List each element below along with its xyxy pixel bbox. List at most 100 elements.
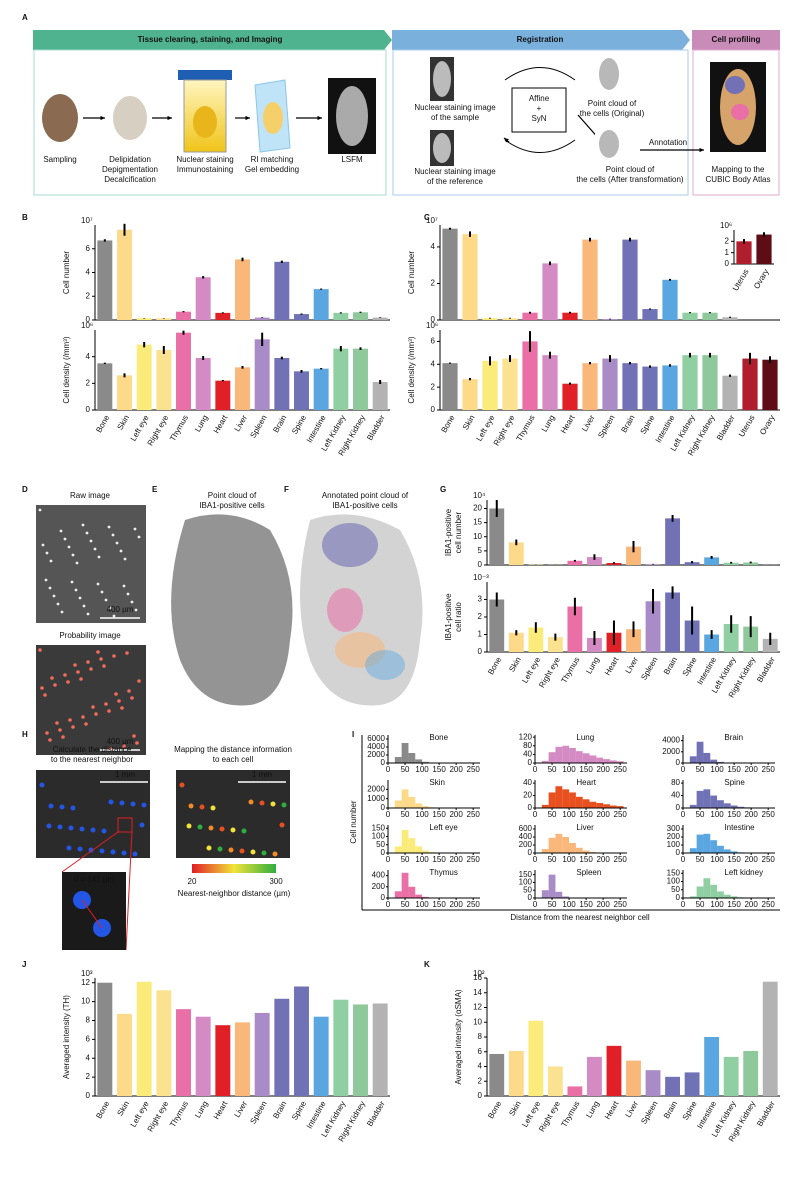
panel-letter: D [22, 485, 28, 494]
histogram-bar [541, 849, 549, 853]
bar [684, 1072, 700, 1096]
histogram-bar [730, 896, 738, 898]
histogram-title: Spine [724, 778, 745, 787]
bar [723, 1056, 739, 1096]
bar [522, 312, 538, 320]
bar [756, 234, 772, 264]
cell-spot [56, 602, 60, 606]
y-tick-label: 1000 [367, 794, 385, 803]
x-tick-label: Lung [540, 414, 557, 434]
y-tick-label: 80 [523, 741, 532, 750]
x-tick-label: Thymus [168, 1100, 190, 1129]
histogram-bar [689, 804, 697, 808]
arrow-head [245, 115, 250, 121]
cell-dot [241, 828, 247, 834]
x-tick-label: Bladder [755, 1099, 777, 1128]
y-tick-label: 100 [372, 832, 386, 841]
x-tick-label: Liver [233, 1099, 250, 1119]
x-tick-label: Brain [662, 656, 679, 677]
tube-cap [178, 70, 232, 80]
bar [704, 1037, 720, 1096]
cell-dot [206, 845, 212, 851]
y-tick-label: 0 [86, 1091, 91, 1100]
x-tick-label: Heart [212, 1099, 230, 1121]
histogram-bar [401, 829, 409, 853]
histogram-bar [603, 759, 610, 763]
bar [762, 981, 778, 1096]
histogram-bar [415, 846, 423, 853]
x-tick-label: 100 [415, 810, 429, 819]
x-tick-label: Thymus [515, 414, 537, 443]
bar [742, 358, 758, 410]
x-tick-label: Ovary [758, 414, 776, 437]
histogram-title: Left kidney [724, 868, 763, 877]
bar [117, 229, 132, 320]
panel-letter: G [440, 485, 446, 494]
bar [235, 259, 250, 320]
cell-spot [78, 596, 82, 600]
label: to each cell [213, 755, 254, 764]
x-tick-label: 50 [548, 810, 557, 819]
y-tick-label: 400 [372, 871, 386, 880]
bar [762, 359, 778, 410]
x-tick-label: Skin [507, 1100, 523, 1118]
y-tick-label: 200 [667, 832, 681, 841]
label: d = 141 µm [74, 875, 115, 884]
bar [482, 360, 498, 410]
bar [442, 228, 458, 320]
y-tick-label: 2 [478, 612, 483, 621]
y-tick-label: 20 [523, 791, 532, 800]
y-tick-label: 4 [431, 242, 436, 251]
bar [462, 379, 478, 410]
cell-spot [38, 508, 42, 512]
y-tick-label: 0 [725, 259, 730, 268]
cell-spot [93, 547, 97, 551]
x-tick-label: Spleen [639, 656, 659, 682]
histogram-bar [394, 846, 402, 853]
raw-image [36, 505, 146, 623]
bar [626, 1060, 641, 1096]
x-tick-label: Spleen [248, 414, 268, 440]
label: Delipidation [109, 155, 151, 164]
y-axis-label: Averaged intensity (TH) [62, 995, 71, 1079]
x-tick-label: Lung [584, 1100, 601, 1120]
y-tick-label: 15 [473, 518, 482, 527]
histogram-bar [710, 840, 718, 853]
cell-spot [44, 578, 48, 582]
histogram-bar [408, 796, 416, 808]
bar [702, 355, 718, 410]
bar [176, 1009, 191, 1096]
x-tick-label: Bladder [365, 1099, 387, 1128]
bar [736, 241, 752, 264]
cell-spot [68, 718, 72, 722]
y-tick-label: 2000 [367, 750, 385, 759]
label: the cells (After transformation) [576, 175, 683, 184]
histogram-bar [541, 760, 549, 763]
y-tick-label: 5 [478, 546, 483, 555]
x-tick-label: 150 [579, 855, 593, 864]
histogram-bar [555, 786, 563, 808]
cell-spot [127, 689, 131, 693]
x-tick-label: 0 [386, 855, 391, 864]
bar [547, 1066, 563, 1096]
y-tick-label: 1 [725, 248, 730, 257]
cell-spot [135, 741, 139, 745]
x-tick-label: 50 [696, 855, 705, 864]
cell-spot [60, 610, 64, 614]
curve-arrow [504, 139, 576, 153]
histogram-bar [408, 886, 416, 898]
y-tick-label: 0 [381, 848, 386, 857]
point-cloud-image [599, 130, 619, 158]
histogram-bar [562, 789, 570, 808]
bar [136, 318, 152, 320]
histogram-bar [596, 803, 604, 808]
bar [195, 1016, 211, 1096]
mouse-icon [113, 96, 147, 140]
x-tick-label: Bone [486, 1099, 503, 1120]
histogram-bar [541, 890, 549, 898]
x-tick-label: 250 [762, 900, 776, 909]
histogram-bar [415, 894, 423, 898]
cell-spot [45, 731, 49, 735]
cell-dot [99, 848, 105, 854]
cell-dot [210, 805, 216, 811]
